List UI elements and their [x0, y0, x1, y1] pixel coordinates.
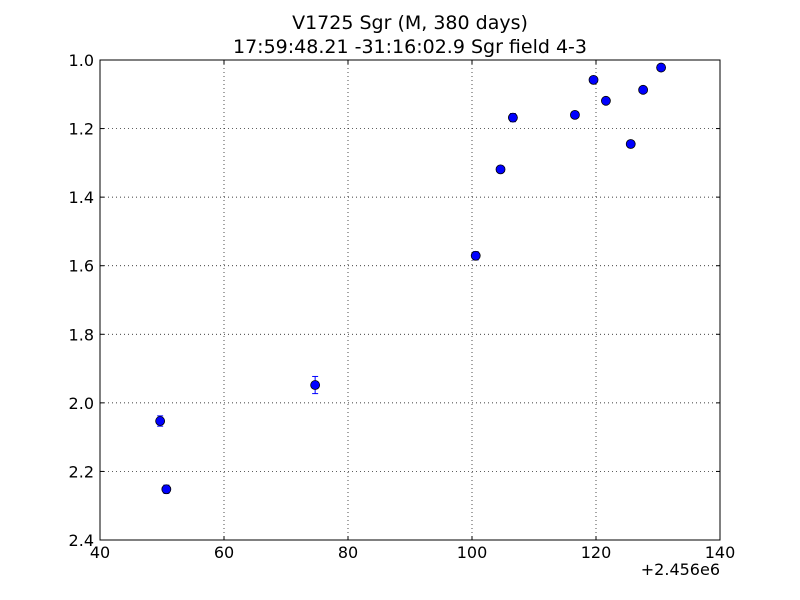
y-tick-label: 2.2	[69, 462, 94, 481]
y-tick-label: 2.4	[69, 531, 94, 550]
data-point	[470, 250, 481, 261]
data-point	[508, 112, 518, 123]
chart-title: V1725 Sgr (M, 380 days)	[292, 12, 528, 34]
y-tick-label: 2.0	[69, 394, 94, 413]
y-tick-label: 1.4	[69, 188, 94, 207]
x-tick-label: 120	[581, 543, 612, 562]
data-point	[656, 62, 666, 73]
data-point	[161, 484, 172, 495]
point-marker	[570, 109, 580, 120]
x-tick-labels: 40 60 80 100 120 140	[90, 543, 735, 562]
x-axis-offset-label: +2.456e6	[641, 560, 720, 579]
point-marker	[155, 416, 166, 426]
plot-area-frame	[99, 59, 721, 541]
point-marker	[508, 112, 518, 123]
y-tick-label: 1.0	[69, 51, 94, 70]
x-tick-label: 100	[457, 543, 488, 562]
point-marker	[601, 95, 611, 106]
data-point	[495, 164, 506, 175]
data-point	[601, 95, 611, 106]
point-marker	[310, 380, 321, 390]
point-marker	[625, 139, 636, 149]
data-points	[155, 62, 666, 495]
data-point	[570, 109, 580, 120]
grid	[100, 60, 720, 540]
x-tick-label: 80	[338, 543, 358, 562]
x-tick-label: 60	[214, 543, 234, 562]
x-tick-label: 40	[90, 543, 110, 562]
y-tick-label: 1.2	[69, 120, 94, 139]
data-point	[310, 375, 321, 395]
point-marker	[588, 74, 599, 85]
point-marker	[656, 62, 666, 73]
point-marker	[495, 164, 506, 175]
data-point	[155, 415, 166, 427]
chart-subtitle: 17:59:48.21 -31:16:02.9 Sgr field 4-3	[233, 36, 587, 58]
data-point	[625, 139, 636, 149]
point-marker	[638, 84, 649, 95]
y-tick-label: 1.6	[69, 257, 94, 276]
point-marker	[470, 250, 481, 261]
axis-ticks	[99, 59, 721, 541]
data-point	[638, 84, 649, 95]
y-tick-labels: 1.0 1.2 1.4 1.6 1.8 2.0 2.2 2.4	[69, 51, 94, 550]
point-marker	[161, 484, 172, 495]
x-tick-label: 140	[705, 543, 736, 562]
data-point	[588, 74, 599, 85]
y-tick-label: 1.8	[69, 325, 94, 344]
